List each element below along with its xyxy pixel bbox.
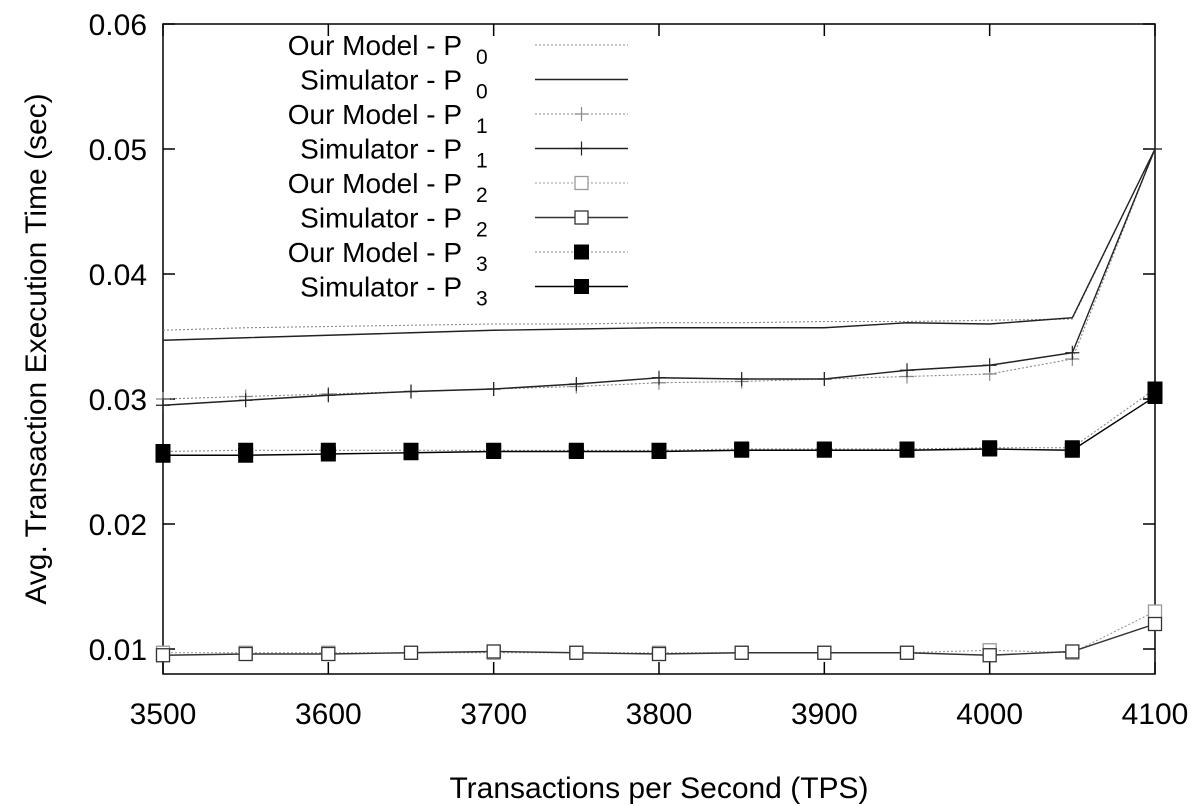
series-marker-3 xyxy=(321,388,336,403)
x-tick-label: 4100 xyxy=(1122,698,1189,731)
series-markers xyxy=(155,142,1163,663)
series-marker-7 xyxy=(486,444,502,459)
legend-swatch-marker-6 xyxy=(574,244,589,260)
y-axis-title: Avg. Transaction Execution Time (sec) xyxy=(20,93,53,604)
series-marker-7 xyxy=(982,441,998,457)
axis-tick-labels: 3500 3600 3700 3800 3900 4000 4100 0.01 0.02 0.03… xyxy=(89,9,1189,731)
series-marker-3 xyxy=(1148,142,1162,156)
series-line-1 xyxy=(162,148,1156,341)
series-marker-3 xyxy=(238,393,253,408)
series-marker-5 xyxy=(899,645,915,660)
legend-label-subscript-6: 3 xyxy=(476,253,488,276)
legend-label-0: Our Model - P xyxy=(288,30,462,61)
legend: Our Model - P 0 Simulator - P 0 Our Model - … xyxy=(288,30,628,311)
x-tick-label: 3900 xyxy=(791,698,858,731)
series-marker-5 xyxy=(1065,644,1080,659)
legend-label-subscript-5: 2 xyxy=(476,219,488,242)
series-marker-7 xyxy=(899,442,915,458)
series-marker-7 xyxy=(403,445,419,461)
legend-swatch-marker-4 xyxy=(574,175,589,191)
series-marker-3 xyxy=(156,398,170,413)
y-tick-label: 0.01 xyxy=(89,634,147,667)
x-tick-label: 3700 xyxy=(460,698,527,731)
legend-swatch-marker-5 xyxy=(574,210,589,225)
series-marker-5 xyxy=(817,645,832,660)
series-marker-5 xyxy=(321,646,336,662)
y-tick-label: 0.04 xyxy=(89,259,147,292)
series-marker-7 xyxy=(155,447,171,463)
series-line-0 xyxy=(162,148,1156,331)
series-marker-3 xyxy=(900,363,914,378)
y-tick-label: 0.06 xyxy=(89,9,147,42)
legend-label-2: Our Model - P xyxy=(288,99,462,130)
legend-label-5: Simulator - P xyxy=(300,203,462,234)
legend-label-subscript-2: 1 xyxy=(476,115,488,138)
series-marker-7 xyxy=(1147,389,1163,404)
legend-swatch-marker-2 xyxy=(574,107,589,121)
legend-swatch-marker-3 xyxy=(574,141,589,156)
legend-label-1: Simulator - P xyxy=(300,65,462,96)
y-tick-label: 0.05 xyxy=(89,134,147,167)
series-marker-5 xyxy=(155,648,171,663)
series-marker-7 xyxy=(1064,442,1080,458)
legend-label-6: Our Model - P xyxy=(288,237,462,268)
x-tick-label: 3800 xyxy=(626,698,693,731)
legend-label-subscript-7: 3 xyxy=(476,288,488,311)
series-marker-7 xyxy=(238,447,254,463)
series-line-6 xyxy=(162,388,1156,453)
series-marker-7 xyxy=(734,442,750,458)
legend-label-4: Our Model - P xyxy=(288,168,462,199)
series-marker-3 xyxy=(569,377,584,391)
series-marker-5 xyxy=(569,645,584,660)
x-axis-title: Transactions per Second (TPS) xyxy=(449,772,868,805)
legend-label-subscript-3: 1 xyxy=(476,150,488,173)
series-marker-7 xyxy=(651,444,667,459)
series-marker-3 xyxy=(652,370,666,385)
series-marker-5 xyxy=(238,646,253,662)
series-marker-5 xyxy=(982,648,997,663)
legend-swatch-marker-7 xyxy=(574,279,589,294)
series-marker-5 xyxy=(486,644,501,659)
legend-label-3: Simulator - P xyxy=(300,134,462,165)
y-tick-label: 0.02 xyxy=(89,509,147,542)
x-tick-label: 3600 xyxy=(295,698,362,731)
legend-label-subscript-4: 2 xyxy=(476,184,488,207)
y-tick-label: 0.03 xyxy=(89,384,147,417)
x-tick-label: 3500 xyxy=(130,698,197,731)
legend-label-7: Simulator - P xyxy=(300,272,462,303)
series-marker-5 xyxy=(1147,616,1163,632)
series-marker-7 xyxy=(568,444,584,459)
legend-label-subscript-1: 0 xyxy=(476,81,488,104)
legend-label-subscript-0: 0 xyxy=(476,46,488,69)
series-marker-7 xyxy=(320,446,336,462)
series-marker-7 xyxy=(816,442,832,458)
series-marker-3 xyxy=(982,358,997,373)
series-marker-3 xyxy=(1065,345,1080,360)
series-marker-5 xyxy=(651,646,667,662)
series-marker-5 xyxy=(403,645,419,660)
series-marker-5 xyxy=(734,645,749,660)
series-marker-3 xyxy=(404,384,418,399)
series-marker-3 xyxy=(734,372,749,386)
series-marker-3 xyxy=(486,382,501,396)
series-marker-3 xyxy=(817,372,832,386)
series-marker-4 xyxy=(1147,604,1163,619)
x-tick-label: 4000 xyxy=(956,698,1023,731)
